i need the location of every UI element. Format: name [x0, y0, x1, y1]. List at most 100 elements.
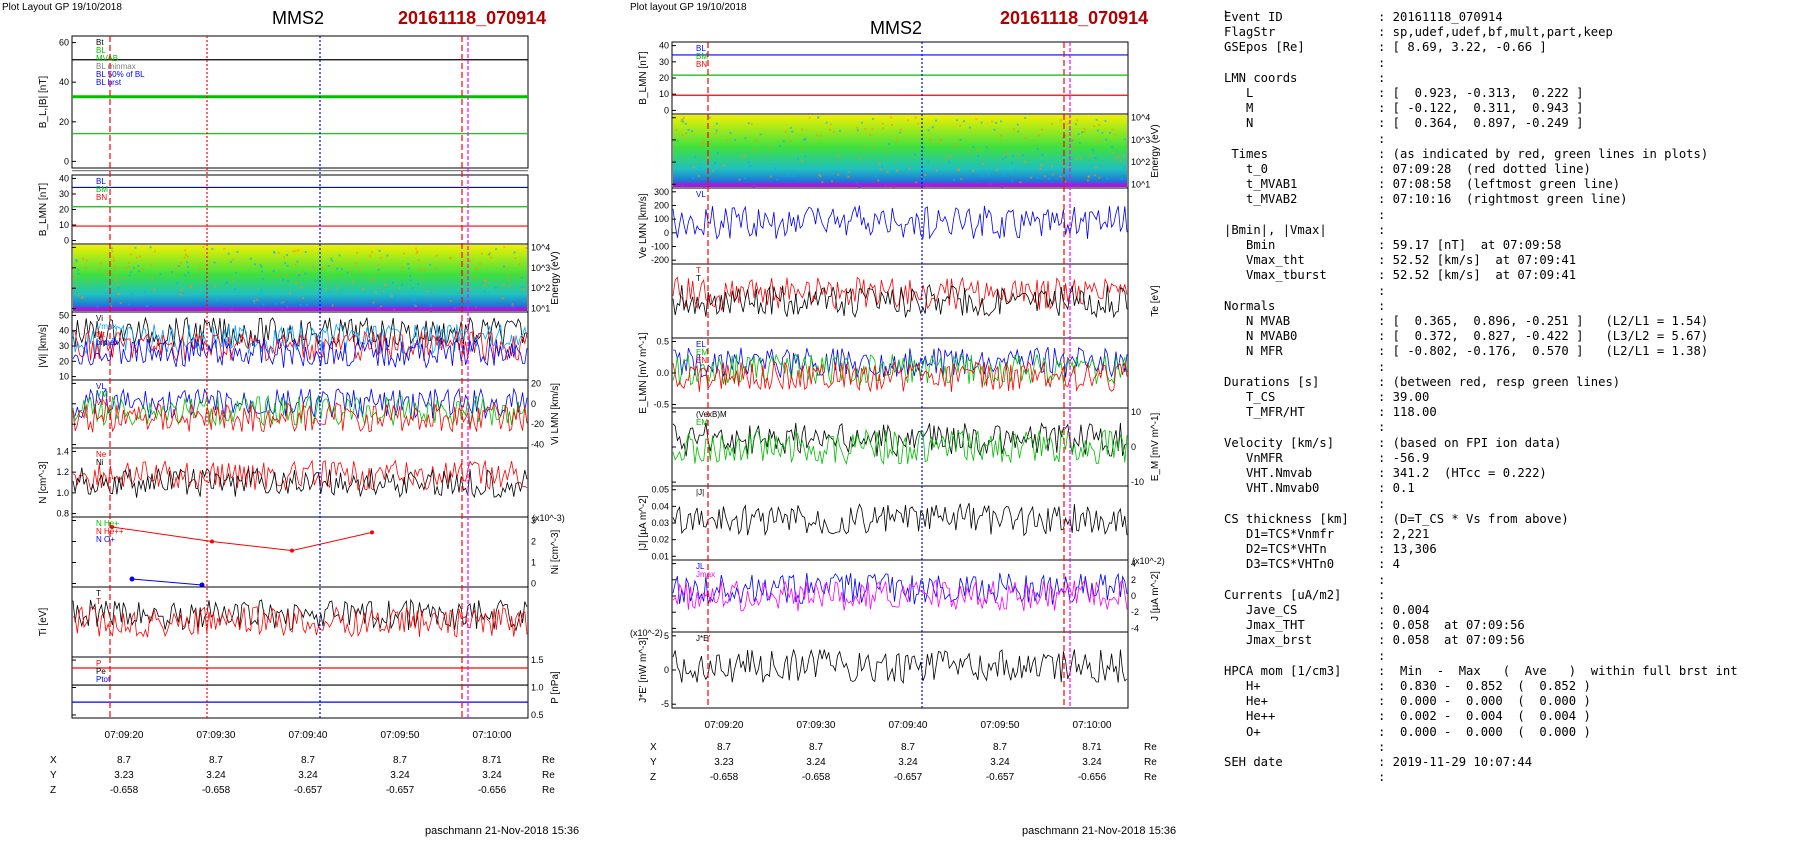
spectrogram-pixel — [860, 121, 863, 124]
summary-key: VHT.Nmvab — [1224, 466, 1313, 481]
spectrogram-pixel — [888, 142, 891, 145]
spectrogram-pixel — [959, 124, 962, 127]
spectrogram-pixel — [1013, 168, 1016, 171]
spectrogram-pixel — [417, 259, 420, 262]
spectrogram-pixel — [331, 304, 334, 307]
y-tick-label: -4 — [1131, 623, 1139, 633]
summary-row: |Bmin|, |Vmax|: — [1224, 223, 1738, 238]
spectrogram-pixel — [949, 154, 952, 157]
spectrogram-pixel — [825, 121, 828, 124]
spectrogram-pixel — [698, 175, 701, 178]
spectrogram-pixel — [204, 285, 207, 288]
spectrogram-pixel — [82, 257, 85, 260]
spectrogram-pixel — [413, 299, 416, 302]
summary-row: : — [1224, 573, 1738, 588]
y-tick-label: 30 — [59, 341, 69, 351]
spectrogram-pixel — [1105, 138, 1108, 141]
spectrogram-pixel — [701, 143, 704, 146]
y-tick-label: 1.0 — [531, 683, 544, 693]
spectrogram-pixel — [277, 274, 280, 277]
series-point-he2 — [210, 539, 214, 544]
y-axis-label: Ve LMN [km/s] — [638, 193, 649, 258]
spectrogram-pixel — [134, 298, 137, 301]
spectrogram-pixel — [768, 146, 771, 149]
spectrogram-pixel — [449, 299, 452, 302]
ephem-value: -0.658 — [110, 785, 139, 796]
summary-row: N MVAB0: [ 0.372, 0.827, -0.422 ] (L3/L2… — [1224, 329, 1738, 344]
summary-value: : 0.002 - 0.004 ( 0.004 ) — [1378, 709, 1591, 724]
spectrogram-pixel — [328, 291, 331, 294]
spectrogram-pixel — [390, 295, 393, 298]
scale-label: (x10^-2) — [630, 628, 663, 638]
time-tick-label: 07:09:30 — [197, 730, 236, 741]
spectrogram-pixel — [922, 178, 925, 181]
ephem-unit: Re — [542, 785, 555, 796]
summary-value: : 0.058 at 07:09:56 — [1378, 618, 1525, 633]
summary-key: CS thickness [km] — [1224, 511, 1349, 526]
spectrogram-pixel — [407, 267, 410, 270]
summary-row: VnMFR: -56.9 — [1224, 451, 1738, 466]
summary-row: : — [1224, 740, 1738, 755]
spectrogram-pixel — [507, 278, 510, 281]
spectrogram-pixel — [1050, 165, 1053, 168]
spectrogram-pixel — [180, 261, 183, 264]
y-axis-label: Energy (eV) — [1150, 124, 1161, 177]
ephem-value: 8.7 — [301, 755, 315, 766]
spectrogram-pixel — [790, 139, 793, 142]
y-tick-label: 20 — [59, 205, 69, 215]
spectrogram-pixel — [508, 274, 511, 277]
summary-key: Bmin — [1224, 238, 1276, 253]
time-tick-label: 07:09:50 — [981, 720, 1020, 731]
spectrogram-pixel — [982, 162, 985, 165]
spectrogram-pixel — [127, 262, 130, 265]
legend-entry: T — [96, 589, 101, 598]
y-tick-label: 200 — [654, 200, 669, 210]
spectrogram-pixel — [1106, 177, 1109, 180]
y-tick-label: 10 — [659, 89, 669, 99]
spectrogram-pixel — [150, 296, 153, 299]
y-tick-label: 2 — [1131, 575, 1136, 585]
spectrogram-pixel — [906, 119, 909, 122]
legend-entry: T — [696, 266, 701, 275]
spectrogram-pixel — [831, 180, 834, 183]
summary-value: : sp,udef,udef,bf,mult,part,keep — [1378, 25, 1613, 40]
summary-value: : 118.00 — [1378, 405, 1437, 420]
summary-value: : 20161118_070914 — [1378, 10, 1503, 24]
summary-key: HPCA mom [1/cm3] — [1224, 663, 1342, 678]
y-axis-label: P [nPa] — [550, 671, 561, 704]
y-tick-label: 50 — [59, 310, 69, 320]
series-line — [672, 422, 1128, 457]
spectrogram-pixel — [286, 254, 289, 257]
spectrogram-pixel — [1044, 175, 1047, 178]
series-point-he2 — [290, 548, 294, 553]
y-tick-label: 40 — [59, 326, 69, 336]
panel-3: Te [eV] TT — [671, 263, 1161, 339]
spectrogram-pixel — [1024, 117, 1027, 120]
spectrogram-pixel — [294, 263, 297, 266]
spectrogram-pixel — [274, 302, 277, 305]
spectrogram-pixel — [869, 133, 872, 136]
spectrogram-pixel — [1112, 151, 1115, 154]
y-tick-label: 0 — [531, 399, 536, 409]
spectrogram-pixel — [521, 288, 524, 291]
y-tick-label: -5 — [661, 699, 669, 709]
spectrogram-pixel — [1036, 147, 1039, 150]
spectrogram-pixel — [85, 259, 88, 262]
spectrogram-pixel — [260, 289, 263, 292]
y-axis-label: Vi LMN [km/s] — [550, 383, 561, 445]
spectrogram-pixel — [1010, 162, 1013, 165]
spectrogram-pixel — [134, 246, 137, 249]
y-axis-label: Ni [cm^-3] — [550, 529, 561, 574]
summary-row: Jave_CS: 0.004 — [1224, 603, 1738, 618]
summary-value: : 59.17 [nT] at 07:09:58 — [1378, 238, 1562, 253]
panel-frame — [671, 407, 1129, 487]
spectrogram-pixel — [975, 117, 978, 120]
spectrogram-pixel — [198, 268, 201, 271]
summary-key: |Bmin|, |Vmax| — [1224, 222, 1327, 237]
spectrogram-pixel — [1005, 155, 1008, 158]
legend-entry: T — [96, 597, 101, 606]
ephem-value: 3.24 — [990, 757, 1010, 768]
spectrogram-pixel — [1059, 119, 1062, 122]
